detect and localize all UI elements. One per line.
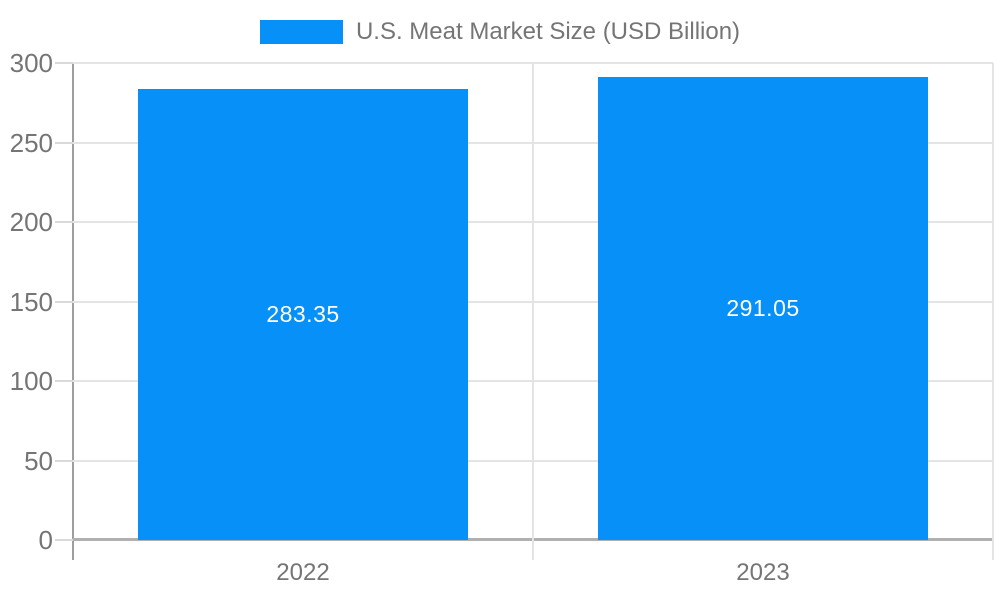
legend[interactable]: U.S. Meat Market Size (USD Billion) — [0, 18, 1000, 45]
y-axis-tick-label: 0 — [38, 525, 53, 555]
y-axis-tick-mark — [55, 300, 73, 303]
y-axis-tick-label: 50 — [24, 445, 53, 476]
y-axis-tick-mark — [55, 141, 73, 144]
y-axis-tick-label: 250 — [9, 127, 53, 158]
bar[interactable]: 283.35 — [138, 89, 468, 540]
bar-value-label: 291.05 — [726, 295, 800, 322]
legend-swatch-icon — [259, 20, 343, 44]
y-axis-line — [72, 63, 74, 560]
bar[interactable]: 291.05 — [598, 77, 928, 540]
x-axis-category-label: 2023 — [736, 559, 790, 586]
category-separator-line — [532, 63, 534, 560]
y-axis-tick-label: 300 — [9, 48, 53, 78]
x-axis-category-label: 2022 — [276, 559, 330, 586]
y-axis-tick-mark — [55, 221, 73, 223]
y-axis-tick-label: 100 — [9, 366, 53, 396]
category-separator-line — [992, 63, 994, 560]
plot-area: 283.35 291.05 — [73, 62, 994, 560]
y-axis-tick-label: 150 — [9, 286, 53, 317]
y-axis-tick-mark — [55, 459, 73, 462]
legend-label: U.S. Meat Market Size (USD Billion) — [355, 18, 741, 45]
y-axis-tick-label: 200 — [9, 207, 53, 237]
bar-value-label: 283.35 — [266, 301, 340, 328]
y-axis-tick-mark — [55, 380, 73, 382]
y-axis-tick-mark — [55, 539, 73, 541]
y-axis-tick-mark — [55, 62, 73, 64]
